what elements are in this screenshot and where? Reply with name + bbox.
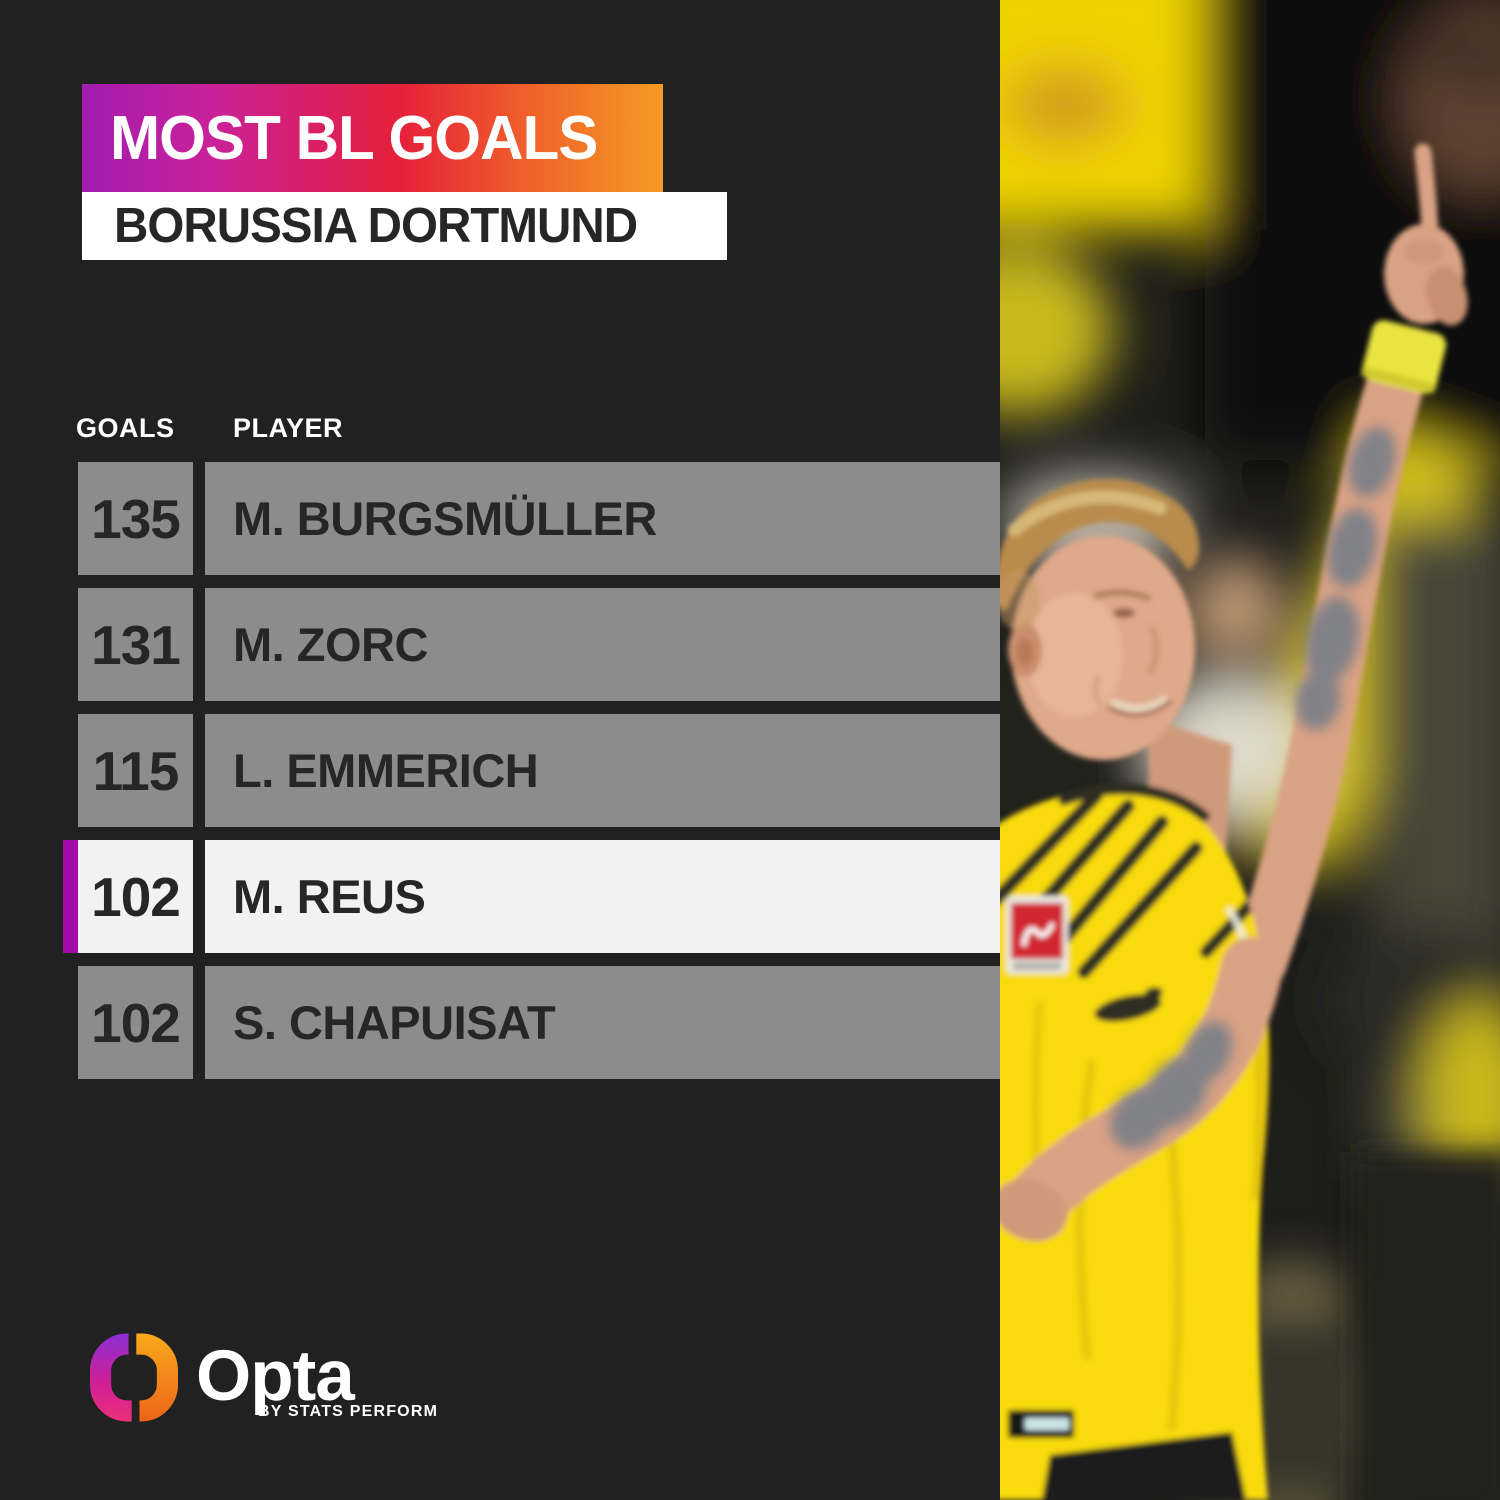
player-name: M. REUS xyxy=(205,840,1000,953)
pointing-finger xyxy=(1414,143,1439,251)
jersey-hem-tag xyxy=(1008,1410,1074,1438)
tattoos xyxy=(1110,426,1396,1149)
table-row-highlighted: 102 M. REUS xyxy=(63,840,1000,953)
table-row: 135 M. BURGSMÜLLER xyxy=(63,462,1000,575)
player-name: L. EMMERICH xyxy=(205,714,1000,827)
cell-gap xyxy=(193,714,205,827)
player-name: M. BURGSMÜLLER xyxy=(205,462,1000,575)
nose xyxy=(1147,625,1160,675)
puma-logo xyxy=(1094,987,1163,1022)
collar xyxy=(1058,783,1210,822)
player-name: M. ZORC xyxy=(205,588,1000,701)
stats-table: 135 M. BURGSMÜLLER 131 M. ZORC 115 L. EM… xyxy=(63,462,1000,1092)
opta-ring-logo-icon xyxy=(90,1333,178,1422)
title-banner: MOST BL GOALS xyxy=(82,84,663,192)
table-row: 102 S. CHAPUISAT xyxy=(63,966,1000,1079)
bundesliga-patch xyxy=(1006,896,1068,974)
row-accent-bar xyxy=(63,714,78,827)
player-photo xyxy=(1000,0,1500,1500)
column-header-player: PLAYER xyxy=(233,413,344,443)
column-header-goals: GOALS xyxy=(76,413,175,443)
brand-byline: BY STATS PERFORM xyxy=(258,1403,439,1420)
row-accent-bar xyxy=(63,588,78,701)
player-name: S. CHAPUISAT xyxy=(205,966,1000,1079)
page-subtitle: BORUSSIA DORTMUND xyxy=(114,199,638,253)
table-row: 115 L. EMMERICH xyxy=(63,714,1000,827)
cell-gap xyxy=(193,966,205,1079)
goals-value: 102 xyxy=(78,966,193,1079)
subtitle-banner: BORUSSIA DORTMUND xyxy=(82,192,727,260)
row-accent-bar xyxy=(63,840,78,953)
yellow-wristband xyxy=(1361,320,1447,394)
smile xyxy=(1110,696,1168,713)
goals-value: 102 xyxy=(78,840,193,953)
goals-value: 131 xyxy=(78,588,193,701)
row-accent-bar xyxy=(63,462,78,575)
stadium-panel-blur xyxy=(1354,1152,1500,1500)
black-shorts xyxy=(1042,1432,1246,1500)
goals-value: 115 xyxy=(78,714,193,827)
page-title: MOST BL GOALS xyxy=(110,103,598,173)
cell-gap xyxy=(193,840,205,953)
table-row: 131 M. ZORC xyxy=(63,588,1000,701)
goals-value: 135 xyxy=(78,462,193,575)
cell-gap xyxy=(193,462,205,575)
brand-name: Opta xyxy=(196,1337,355,1416)
row-accent-bar xyxy=(63,966,78,1079)
eye xyxy=(1113,608,1135,618)
cell-gap xyxy=(193,588,205,701)
